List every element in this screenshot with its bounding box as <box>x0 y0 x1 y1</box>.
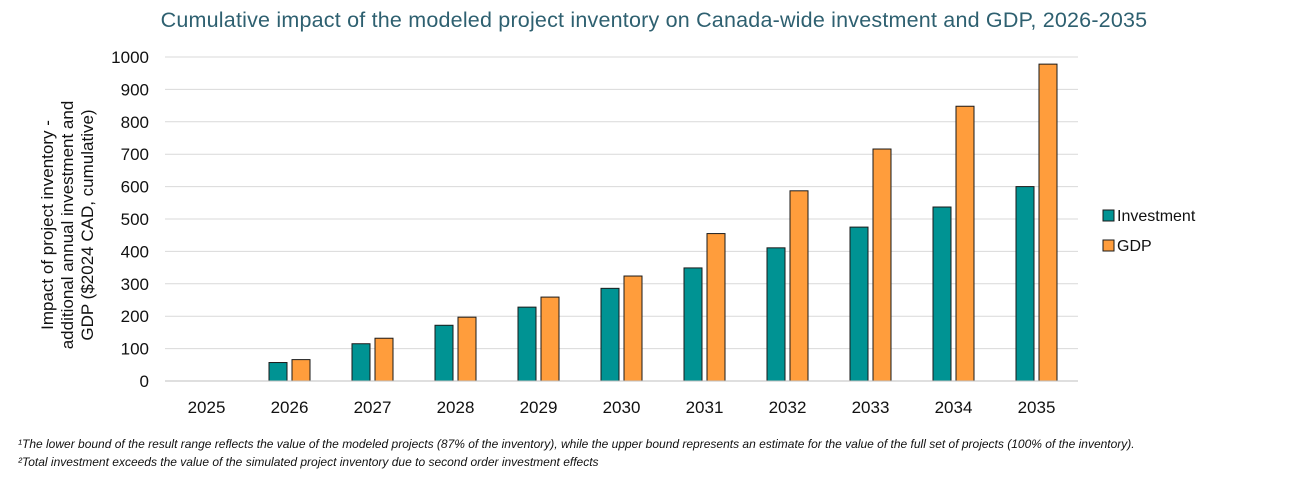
bar-gdp-2035 <box>1038 63 1058 382</box>
y-axis-label: Impact of project inventory -additional … <box>38 101 97 350</box>
y-tick-label: 500 <box>121 210 149 229</box>
legend-swatch-gdp <box>1102 239 1115 252</box>
bar-investment-2027 <box>351 343 371 382</box>
x-tick-label: 2034 <box>935 398 973 417</box>
bar-investment-2031 <box>683 267 703 382</box>
x-tick-label: 2028 <box>437 398 475 417</box>
bar-gdp-2031 <box>706 233 726 382</box>
x-tick-label: 2031 <box>686 398 724 417</box>
y-axis-label-line: GDP ($2024 CAD, cumulative) <box>78 109 97 340</box>
legend: Investment GDP <box>1102 208 1196 255</box>
y-tick-label: 200 <box>121 307 149 326</box>
x-tick-label: 2027 <box>354 398 392 417</box>
y-tick-label: 1000 <box>111 48 149 67</box>
bar-gdp-2028 <box>457 316 477 382</box>
bar-gdp-2033 <box>872 148 892 382</box>
x-tick-label: 2029 <box>520 398 558 417</box>
bar-investment-2030 <box>600 287 620 382</box>
bar-investment-2032 <box>766 247 786 382</box>
x-tick-label: 2026 <box>271 398 309 417</box>
bar-gdp-2032 <box>789 190 809 382</box>
bar-gdp-2034 <box>955 105 975 382</box>
bar-investment-2035 <box>1015 186 1035 382</box>
x-tick-label: 2025 <box>188 398 226 417</box>
gridlines <box>165 56 1078 350</box>
y-tick-label: 300 <box>121 275 149 294</box>
bars <box>268 63 1058 382</box>
y-tick-label: 800 <box>121 113 149 132</box>
y-tick-label: 100 <box>121 340 149 359</box>
y-axis-label-line: additional annual investment and <box>58 101 77 350</box>
y-axis-ticks: 0 100 200 300 400 500 600 700 800 900 1000 <box>111 48 149 391</box>
y-tick-label: 400 <box>121 242 149 261</box>
y-tick-label: 700 <box>121 145 149 164</box>
bar-investment-2026 <box>268 362 288 382</box>
legend-label-investment: Investment <box>1117 208 1196 225</box>
bar-investment-2034 <box>932 206 952 382</box>
legend-swatch-investment <box>1102 209 1115 222</box>
bar-investment-2028 <box>434 324 454 382</box>
bar-investment-2033 <box>849 226 869 382</box>
footnote-1: ¹The lower bound of the result range ref… <box>18 437 1135 451</box>
bar-gdp-2029 <box>540 296 560 382</box>
bar-investment-2029 <box>517 306 537 382</box>
y-tick-label: 600 <box>121 178 149 197</box>
legend-label-gdp: GDP <box>1117 238 1152 255</box>
x-tick-label: 2032 <box>769 398 807 417</box>
bar-gdp-2030 <box>623 275 643 382</box>
x-axis-ticks: 2025 2026 2027 2028 2029 2030 2031 2032 2033 2034… <box>188 398 1056 417</box>
y-axis-label-line: Impact of project inventory - <box>38 120 57 330</box>
bar-gdp-2027 <box>374 337 394 382</box>
x-tick-label: 2030 <box>603 398 641 417</box>
bar-gdp-2026 <box>291 359 311 382</box>
x-tick-label: 2035 <box>1018 398 1056 417</box>
y-tick-label: 900 <box>121 80 149 99</box>
footnote-2: ²Total investment exceeds the value of t… <box>18 455 599 469</box>
chart-title: Cumulative impact of the modeled project… <box>160 8 1148 32</box>
x-tick-label: 2033 <box>852 398 890 417</box>
y-tick-label: 0 <box>140 372 149 391</box>
